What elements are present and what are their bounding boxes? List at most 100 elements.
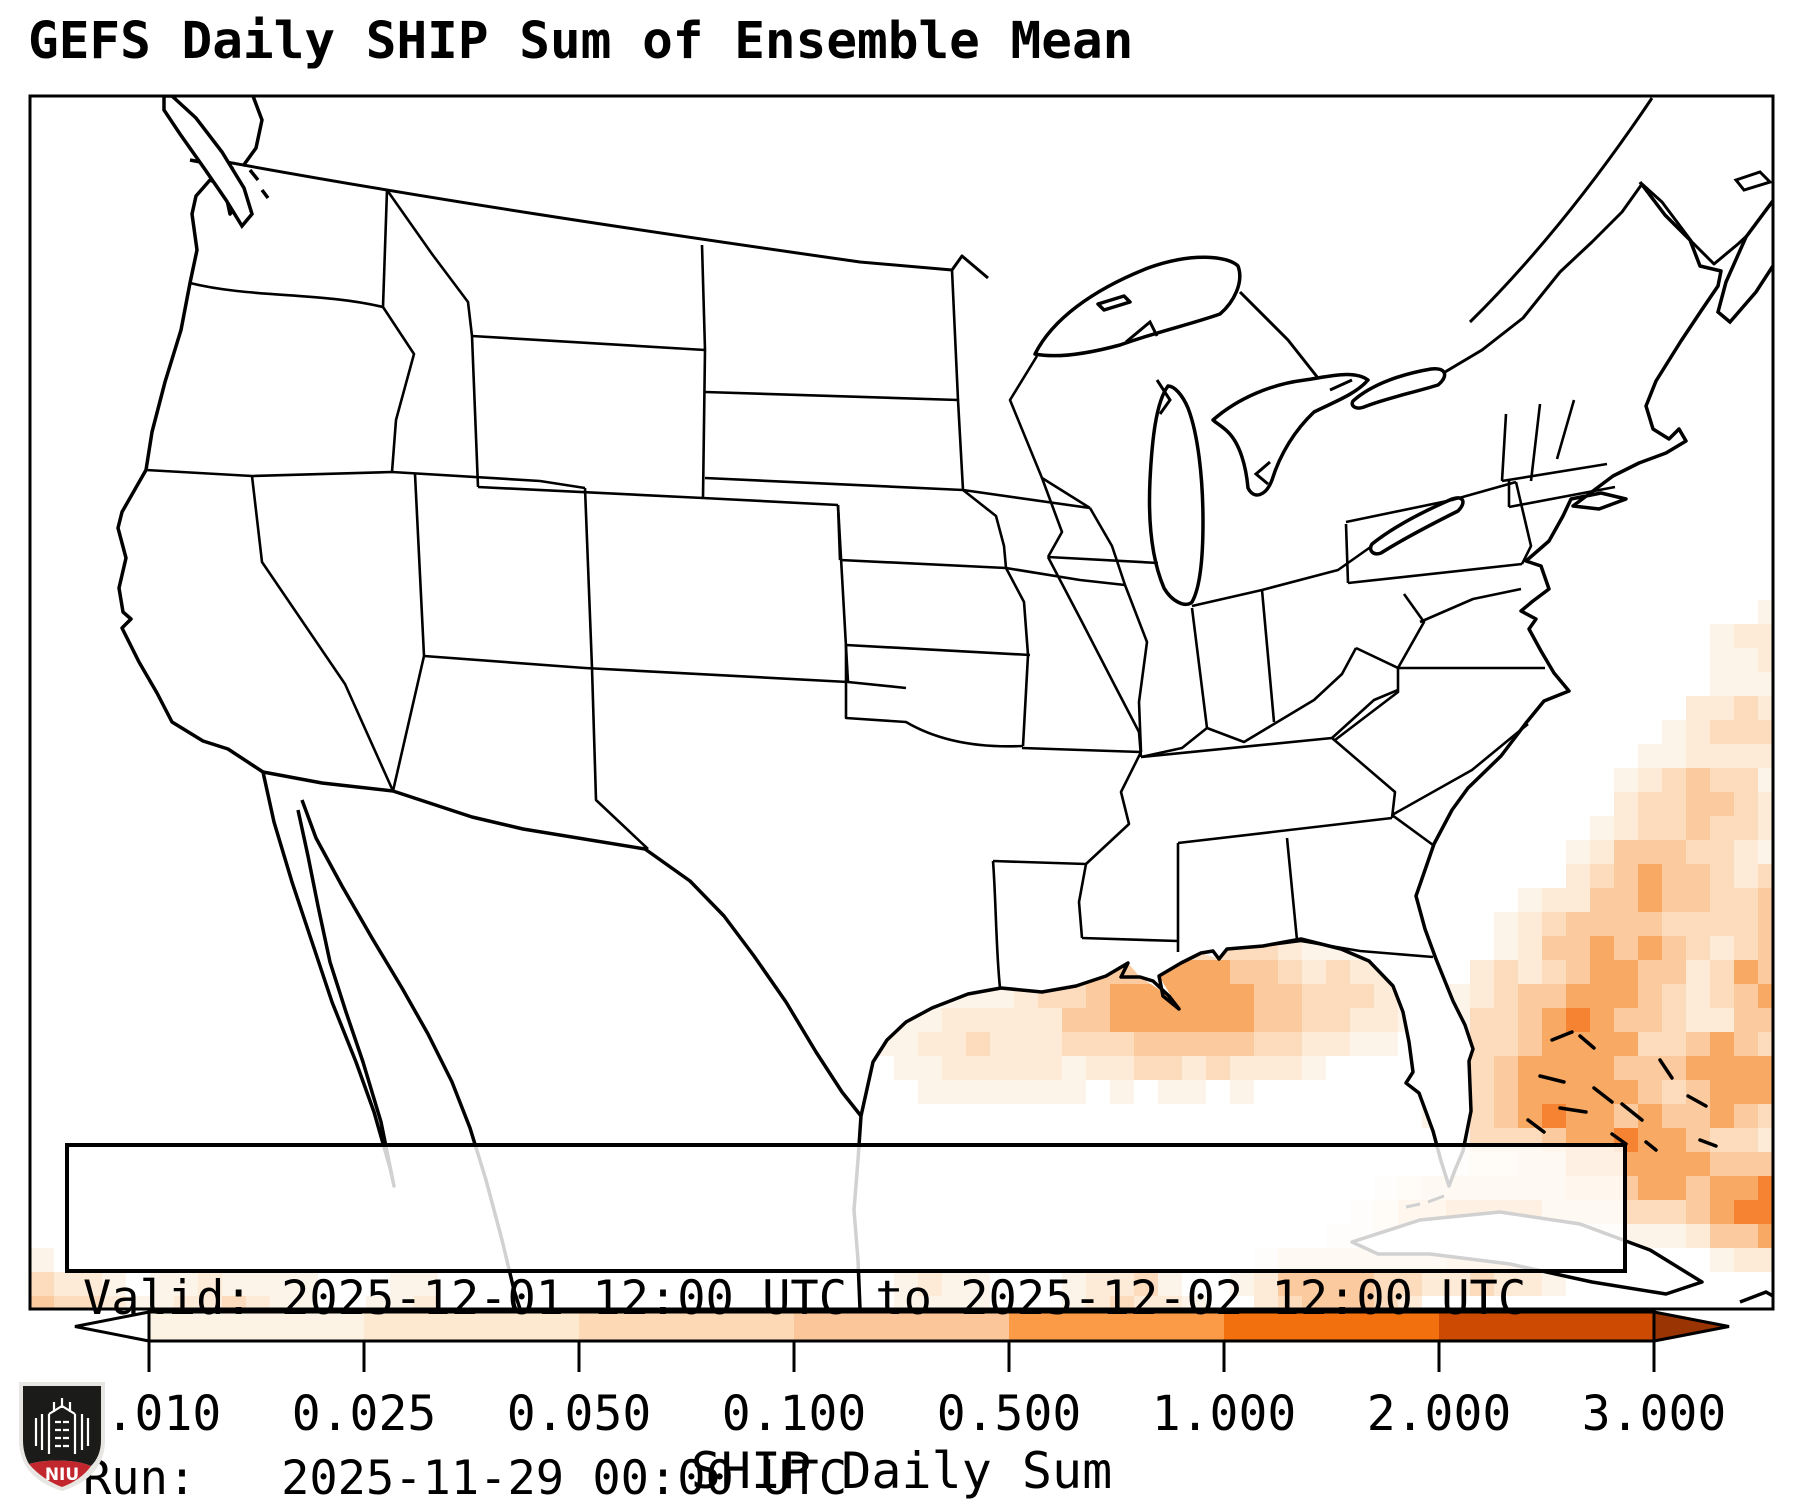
land-mask <box>118 160 1721 1309</box>
raster-cell <box>246 1272 270 1296</box>
raster-cell <box>894 1032 918 1056</box>
raster-cell <box>1566 936 1590 960</box>
raster-cell <box>1734 864 1758 888</box>
raster-cell <box>1302 960 1326 984</box>
raster-cell <box>1254 1008 1278 1032</box>
raster-cell <box>1110 1296 1134 1309</box>
raster-cell <box>918 1080 942 1104</box>
raster-cell <box>1494 1056 1518 1080</box>
raster-cell <box>1110 1272 1134 1296</box>
raster-cell <box>1326 1296 1350 1309</box>
raster-cell <box>1398 1272 1422 1296</box>
colorbar-axis-label: SHIP Daily Sum <box>690 1442 1113 1500</box>
raster-cell <box>1638 1032 1662 1056</box>
raster-cell <box>198 1296 222 1309</box>
raster-cell <box>1758 696 1773 720</box>
raster-cell <box>1662 840 1686 864</box>
raster-cell <box>1566 864 1590 888</box>
valid-time-text: Valid: 2025-12-01 12:00 UTC to 2025-12-0… <box>83 1271 1527 1326</box>
raster-cell <box>1758 1248 1773 1272</box>
raster-cell <box>966 1272 990 1296</box>
colorbar-bin <box>364 1312 579 1341</box>
raster-cell <box>1374 1272 1398 1296</box>
raster-cell <box>1302 984 1326 1008</box>
raster-cell <box>1470 1032 1494 1056</box>
raster-cell <box>1158 1080 1182 1104</box>
raster-cell <box>1422 1272 1446 1296</box>
raster-cell <box>1734 960 1758 984</box>
raster-cell <box>1254 984 1278 1008</box>
bahamas-islands <box>1526 1030 1718 1152</box>
lake-erie <box>1368 496 1465 556</box>
raster-cell <box>1326 1008 1350 1032</box>
raster-cell <box>894 1056 918 1080</box>
raster-cell <box>1302 1296 1326 1309</box>
raster-cell <box>1686 1152 1710 1176</box>
raster-cell <box>1038 1032 1062 1056</box>
raster-cell <box>1062 1296 1086 1309</box>
raster-cell <box>990 1056 1014 1080</box>
raster-cell <box>1086 1296 1110 1309</box>
raster-cell <box>918 1032 942 1056</box>
raster-cell <box>1014 1008 1038 1032</box>
raster-cell <box>1710 984 1734 1008</box>
raster-cell <box>1662 1080 1686 1104</box>
raster-cell <box>198 1272 222 1296</box>
raster-cell <box>1758 912 1773 936</box>
raster-cell <box>1542 912 1566 936</box>
raster-cell <box>1158 1032 1182 1056</box>
raster-cell <box>1614 840 1638 864</box>
raster-cell <box>1734 1056 1758 1080</box>
raster-cell <box>1566 888 1590 912</box>
raster-cell <box>1542 888 1566 912</box>
raster-cell <box>1758 984 1773 1008</box>
raster-cell <box>1014 1032 1038 1056</box>
raster-cell <box>1710 960 1734 984</box>
raster-cell <box>222 1272 246 1296</box>
raster-cell <box>1278 984 1302 1008</box>
raster-cell <box>1110 1080 1134 1104</box>
raster-cell <box>1254 1032 1278 1056</box>
raster-cell <box>1710 1104 1734 1128</box>
lake-huron <box>1211 372 1370 497</box>
raster-cell <box>1518 1272 1542 1296</box>
raster-cell <box>1662 816 1686 840</box>
lake-details <box>1125 319 1353 486</box>
colorbar-tick-label: 3.000 <box>1582 1386 1727 1442</box>
raster-cell <box>1758 1008 1773 1032</box>
niu-logo: NIU <box>19 1382 105 1491</box>
raster-cell <box>222 1296 246 1309</box>
raster-cell <box>1254 960 1278 984</box>
figure-title: GEFS Daily SHIP Sum of Ensemble Mean <box>28 12 1134 71</box>
raster-cell <box>1734 1176 1758 1200</box>
raster-cell <box>1734 792 1758 816</box>
raster-cell <box>966 1032 990 1056</box>
raster-cell <box>1734 744 1758 768</box>
raster-cell <box>1662 1032 1686 1056</box>
raster-cell <box>990 1032 1014 1056</box>
raster-cell <box>942 1272 966 1296</box>
raster-cell <box>102 1296 126 1309</box>
raster-cell <box>1758 936 1773 960</box>
raster-cell <box>1206 1032 1230 1056</box>
raster-cell <box>1686 1128 1710 1152</box>
raster-cell <box>1758 864 1773 888</box>
raster-cell <box>1638 960 1662 984</box>
raster-cell <box>1710 1008 1734 1032</box>
raster-cell <box>1254 1296 1278 1309</box>
raster-cell <box>1278 960 1302 984</box>
keweenaw-peninsula <box>1125 319 1159 344</box>
raster-cell <box>1494 960 1518 984</box>
raster-cell <box>1590 1056 1614 1080</box>
raster-cell <box>1494 984 1518 1008</box>
state-borders <box>145 189 1616 989</box>
raster-cell <box>1758 720 1773 744</box>
raster-cell <box>1062 1080 1086 1104</box>
saginaw-bay <box>1253 460 1271 486</box>
raster-cell <box>1758 1224 1773 1248</box>
raster-cell <box>1494 1080 1518 1104</box>
raster-cell <box>1494 1032 1518 1056</box>
colorbar-bin <box>1224 1312 1439 1341</box>
raster-cell <box>1278 1056 1302 1080</box>
lake-michigan <box>1147 384 1205 607</box>
